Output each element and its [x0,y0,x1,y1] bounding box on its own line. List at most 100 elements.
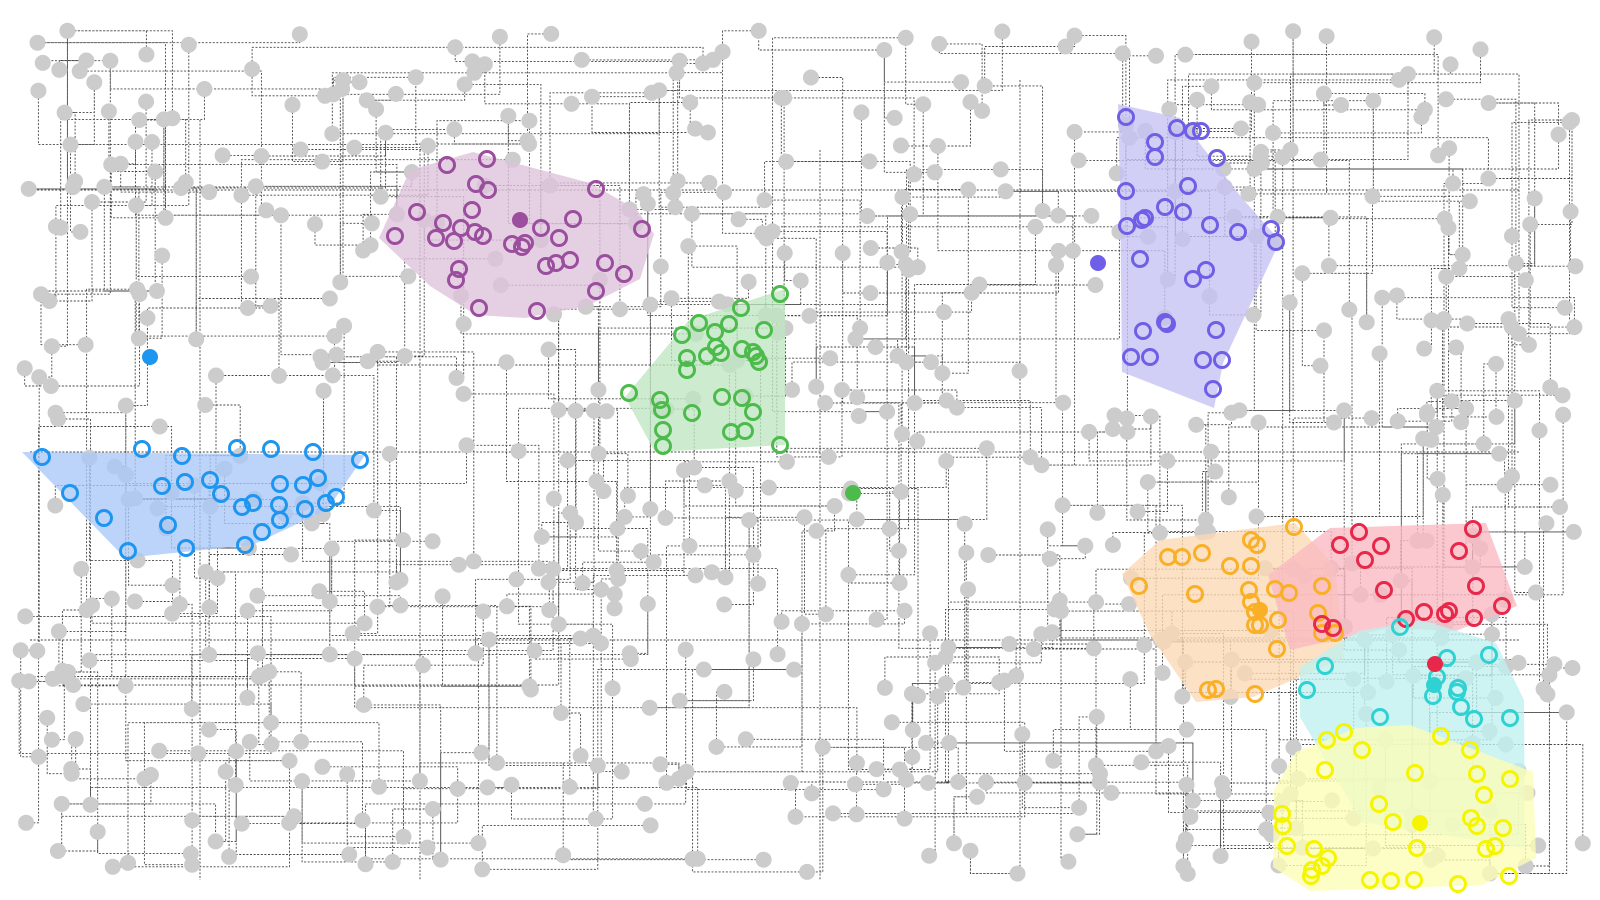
network-node [663,290,680,307]
network-node [1118,410,1135,427]
cluster-node-purple [478,150,496,168]
cluster-node-purple [470,299,488,317]
network-node [138,93,155,110]
network-node [20,180,37,197]
network-node [909,259,926,276]
network-node [787,808,804,825]
cluster-node-blue [309,469,327,487]
network-node [801,307,818,324]
network-node [606,600,623,617]
network-node [371,778,387,795]
cluster-node-yellow [1405,871,1423,889]
network-node [974,102,991,119]
network-node [619,487,636,504]
cluster-centers-layer [142,212,1443,831]
network-node [208,367,224,384]
network-node [65,677,82,693]
cluster-node-indigo [1194,351,1212,369]
cluster-node-green [755,321,773,339]
cluster-node-blue [153,477,171,495]
network-node [840,566,857,583]
cluster-hull-purple [379,152,654,318]
network-node [784,381,800,398]
network-node [1562,203,1579,220]
network-node [60,664,77,680]
cluster-node-orange [1309,604,1327,622]
network-node [808,522,825,539]
network-node [760,479,777,496]
cluster-node-indigo [1156,198,1174,216]
cluster-node-purple [463,201,481,219]
network-node [1448,339,1464,356]
network-node [351,74,368,91]
network-node [852,320,869,337]
network-node [317,87,333,104]
cluster-node-blue [228,439,246,457]
network-node [931,35,948,52]
network-node [363,215,380,232]
network-node [598,403,615,420]
cluster-node-green [678,361,696,379]
network-node [1363,410,1380,427]
network-node [1174,688,1191,705]
network-node [1014,726,1031,743]
network-node [879,403,896,420]
network-node [1274,149,1291,166]
network-node [102,52,119,69]
cluster-node-blue [212,485,230,503]
network-node [1248,508,1265,525]
network-node [555,847,572,864]
cluster-center-yellow [1412,815,1428,831]
cluster-node-yellow [1449,875,1467,893]
network-node [971,276,988,293]
cluster-members-cyan [1298,618,1519,728]
cluster-node-purple [516,234,534,252]
network-node [273,207,289,224]
cluster-node-purple [564,210,582,228]
cluster-node-green [690,314,708,332]
cluster-node-orange [1248,536,1266,554]
network-node [687,120,704,137]
network-node [479,779,496,796]
network-node [699,124,716,141]
cluster-node-red [1324,619,1342,637]
network-node [17,608,34,625]
network-node [357,856,374,873]
network-node [73,560,90,577]
network-node [1443,393,1460,410]
network-node [1535,681,1552,698]
network-node [138,46,155,63]
network-node [31,369,48,386]
cluster-center-red [1427,656,1443,672]
network-node [543,25,560,42]
network-node [652,756,669,773]
network-node [696,477,713,494]
network-node [1333,97,1349,113]
network-node [78,602,95,618]
network-node [1555,406,1572,423]
network-node [521,112,538,129]
cluster-node-cyan [1465,710,1483,728]
network-node [1511,325,1527,342]
network-node [1033,457,1050,474]
network-node [356,615,373,632]
network-node [155,111,172,128]
network-node [147,163,164,180]
cluster-node-cyan [1452,698,1470,716]
network-node [67,173,84,190]
cluster-node-indigo [1204,380,1222,398]
network-node [1087,277,1104,293]
network-node [29,34,46,51]
network-node [400,268,417,285]
network-node [740,273,757,290]
network-node [1245,306,1262,323]
network-node [1527,584,1544,601]
cluster-node-orange [1221,557,1239,575]
network-node [1388,287,1405,304]
network-node [1429,382,1446,399]
network-node [1451,260,1468,277]
cluster-node-indigo [1207,321,1225,339]
cluster-node-yellow [1305,840,1323,858]
network-node [372,188,389,205]
